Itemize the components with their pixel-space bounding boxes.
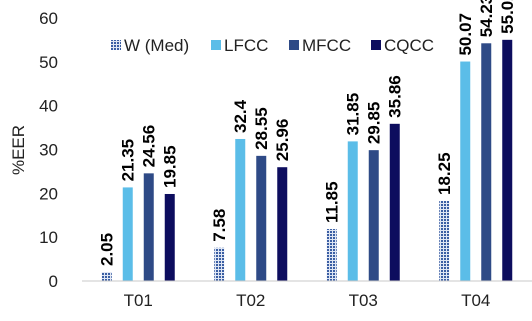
bar-w-med-t03 [326,229,337,281]
legend-swatch [211,40,221,50]
bar-mfcc-t03 [368,150,379,281]
bar-lfcc-t01 [122,187,133,281]
y-axis-ticks: 0 10 20 30 40 50 60 [39,9,58,291]
y-tick-label: 0 [49,272,58,291]
data-label: 50.07 [456,13,475,56]
legend-swatch [289,40,299,50]
y-tick-label: 10 [39,228,58,247]
x-tick-label: T04 [461,291,490,310]
bar-lfcc-t04 [460,61,471,281]
data-label: 28.55 [252,107,271,150]
bar-lfcc-t02 [235,138,246,281]
y-tick-label: 60 [39,9,58,28]
bar-mfcc-t01 [143,173,154,281]
data-label: 35.86 [386,75,405,118]
legend-label: MFCC [302,36,351,55]
data-label: 25.96 [273,119,292,162]
x-tick-label: T01 [124,291,153,310]
legend-label: CQCC [384,36,434,55]
data-label: 32.4 [231,99,250,133]
y-tick-label: 50 [39,53,58,72]
y-axis-label: %EER [9,125,28,175]
data-label: 18.25 [435,152,454,195]
bar-cqcc-t04 [502,39,513,282]
bar-cqcc-t02 [277,167,288,281]
bar-lfcc-t03 [347,141,358,281]
data-label: 19.85 [161,145,180,188]
bar-w-med-t04 [439,201,450,281]
legend-label: W (Med) [124,36,189,55]
bar-w-med-t01 [101,272,112,281]
bar-cqcc-t03 [389,123,400,282]
x-tick-label: T02 [236,291,265,310]
data-label: 54.23 [477,0,496,37]
bar-cqcc-t01 [164,193,175,281]
bar-series [101,39,513,282]
data-label: 11.85 [323,181,342,223]
data-labels: 2.05 21.35 24.56 19.85 7.58 32.4 28.55 25.96 11.… [98,0,518,266]
data-label: 55.02 [498,0,517,34]
bar-w-med-t02 [214,247,225,281]
legend-swatch [111,40,121,50]
x-tick-label: T03 [349,291,378,310]
legend-label: LFCC [224,36,268,55]
data-label: 24.56 [140,125,159,168]
bar-mfcc-t02 [256,155,267,281]
x-axis-ticks: T01 T02 T03 T04 [124,291,491,310]
bar-mfcc-t04 [481,43,492,281]
y-tick-label: 30 [39,141,58,160]
data-label: 7.58 [210,209,229,242]
legend-swatch [371,40,381,50]
data-label: 21.35 [119,139,138,182]
data-label: 2.05 [98,233,117,266]
data-label: 31.85 [344,93,363,136]
data-label: 29.85 [365,102,384,145]
y-tick-label: 40 [39,97,58,116]
legend: W (Med) LFCC MFCC CQCC [111,36,434,55]
y-tick-label: 20 [39,184,58,203]
